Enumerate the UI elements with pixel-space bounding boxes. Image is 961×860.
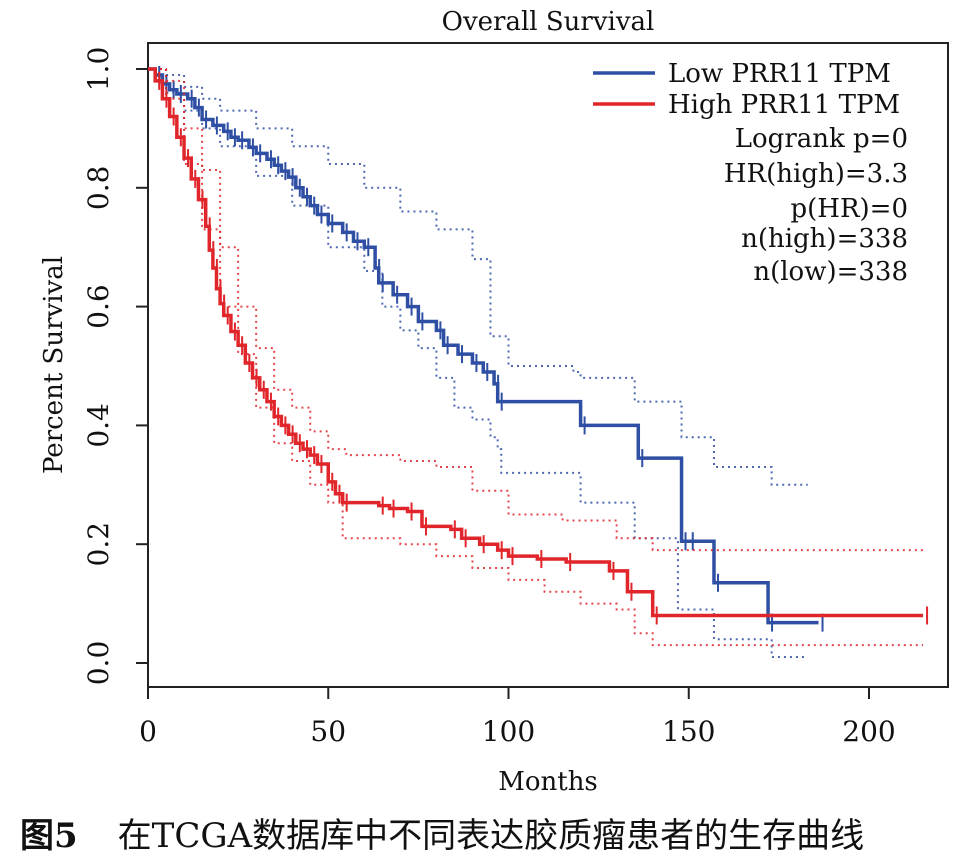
survival-chart: Overall Survival 0 50 100 150 200 0.0 0.2 0.4 0.6… bbox=[39, 7, 949, 797]
legend-label-low: Low PRR11 TPM bbox=[668, 59, 891, 89]
x-axis-label: Months bbox=[498, 767, 598, 797]
legend-label-high: High PRR11 TPM bbox=[668, 90, 900, 120]
x-tick-label: 150 bbox=[662, 715, 715, 748]
x-tick-label: 200 bbox=[842, 715, 895, 748]
plot-frame bbox=[147, 42, 949, 688]
y-tick-label: 0.4 bbox=[82, 403, 115, 448]
x-tick-label: 0 bbox=[139, 715, 157, 748]
ci-lower-low bbox=[148, 68, 808, 659]
figure-number: 图5 bbox=[20, 816, 78, 856]
ci-lower-high bbox=[148, 68, 924, 647]
caption-text: 在TCGA数据库中不同表达胶质瘤患者的生存曲线 bbox=[117, 816, 865, 856]
y-tick-label: 1.0 bbox=[82, 47, 115, 92]
stat-annotation: Logrank p=0 bbox=[735, 124, 908, 154]
y-tick-label: 0.8 bbox=[82, 166, 115, 211]
x-tick-label: 100 bbox=[482, 715, 535, 748]
figure-caption: 图5 在TCGA数据库中不同表达胶质瘤患者的生存曲线 bbox=[20, 808, 950, 857]
y-axis-label: Percent Survival bbox=[39, 256, 69, 474]
stat-annotation: n(low)=338 bbox=[753, 257, 908, 287]
y-tick-label: 0.0 bbox=[82, 641, 115, 686]
stat-annotation: HR(high)=3.3 bbox=[724, 159, 908, 189]
chart-title: Overall Survival bbox=[442, 7, 655, 37]
ci-upper-low bbox=[148, 68, 808, 486]
x-tick-label: 50 bbox=[310, 715, 346, 748]
y-tick-label: 0.2 bbox=[82, 522, 115, 567]
stat-annotation: n(high)=338 bbox=[741, 224, 908, 254]
stat-annotation: p(HR)=0 bbox=[790, 194, 908, 224]
y-tick-label: 0.6 bbox=[82, 284, 115, 329]
